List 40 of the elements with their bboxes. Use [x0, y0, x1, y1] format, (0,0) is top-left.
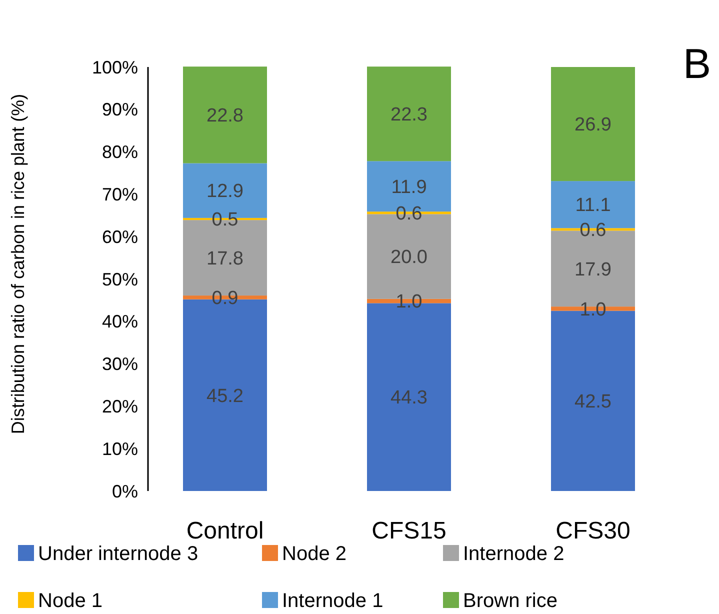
data-label: 1.0 — [580, 299, 606, 320]
y-tick-label: 70% — [102, 184, 138, 204]
y-tick-label: 30% — [102, 354, 138, 374]
data-label: 11.1 — [575, 195, 611, 216]
y-tick-label: 90% — [102, 100, 138, 120]
data-label: 45.2 — [206, 386, 244, 407]
x-tick-label: Control — [186, 517, 264, 544]
y-tick-label: 10% — [102, 438, 138, 459]
legend-label: Brown rice — [463, 590, 558, 612]
y-tick-label: 80% — [102, 142, 138, 162]
y-axis-title: Distribution ratio of carbon in rice plant (%) — [8, 94, 28, 434]
y-tick-label: 40% — [102, 312, 138, 332]
legend-label: Internode 2 — [463, 543, 564, 565]
data-label: 22.3 — [390, 104, 428, 126]
data-label: 42.5 — [574, 392, 612, 413]
data-label: 12.9 — [206, 181, 244, 202]
data-label: 44.3 — [390, 388, 428, 409]
data-label: 17.9 — [574, 259, 612, 280]
y-tick-label: 20% — [102, 396, 138, 416]
data-label: 0.9 — [212, 288, 238, 310]
x-tick-label: CFS30 — [556, 517, 630, 544]
y-tick-label: 50% — [102, 269, 138, 290]
bar — [551, 67, 635, 182]
legend-label: Under internode 3 — [38, 543, 198, 565]
annotation: B — [682, 40, 711, 87]
y-tick-label: 60% — [102, 226, 138, 247]
data-label: 20.0 — [390, 247, 428, 268]
y-tick-label: 100% — [92, 57, 138, 78]
data-label: 1.0 — [396, 292, 422, 313]
data-label: 26.9 — [574, 114, 612, 136]
data-label: 17.8 — [206, 248, 244, 270]
x-tick-label: CFS15 — [372, 517, 446, 544]
data-label: 22.8 — [206, 106, 244, 127]
bar — [183, 66, 267, 164]
legend-label: Node 2 — [282, 543, 346, 565]
data-label: 11.9 — [391, 177, 427, 198]
legend-label: Internode 1 — [282, 590, 384, 612]
bar — [367, 66, 451, 162]
y-tick-label: 0% — [112, 481, 138, 502]
legend-label: Node 1 — [38, 590, 102, 612]
